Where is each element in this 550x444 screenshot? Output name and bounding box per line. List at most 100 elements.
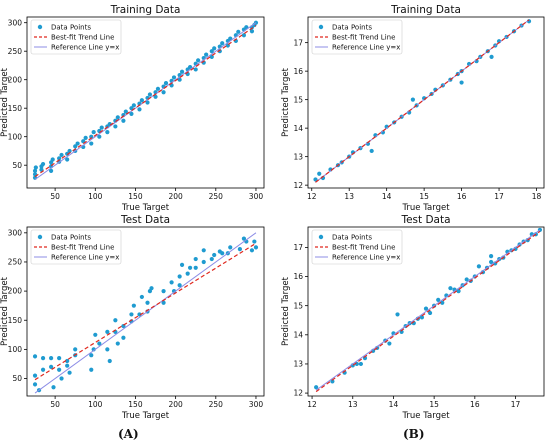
x-tick-label: 17 [511, 400, 521, 409]
data-point [464, 277, 469, 282]
legend: Data Points Best-fit Trend Line Reference … [311, 19, 403, 55]
data-point [177, 77, 182, 82]
y-tick-label: 100 [8, 345, 23, 354]
data-point [49, 356, 54, 361]
data-point [32, 382, 38, 387]
data-point [57, 356, 62, 361]
x-tick-label: 12 [307, 400, 317, 409]
y-tick-label: 13 [293, 360, 303, 369]
y-tick-label: 14 [293, 124, 303, 133]
data-point [49, 364, 54, 369]
x-tick-label: 250 [209, 192, 224, 201]
data-point [93, 332, 98, 337]
data-point [145, 100, 150, 105]
data-point [252, 239, 257, 244]
x-tick-label: 18 [532, 192, 542, 201]
x-tick-label: 150 [128, 400, 143, 409]
data-point [330, 379, 335, 384]
data-point [209, 256, 214, 262]
data-point [228, 245, 233, 250]
chart-B_train: Training Data 12 13 14 15 16 17 18 12 13 14 15 16 17 T… [281, 4, 545, 213]
legend-entry: Best-fit Trend Line [332, 34, 395, 42]
legend-entry: Data Points [51, 234, 91, 242]
plot-frame [26, 226, 265, 397]
data-point [50, 157, 55, 162]
data-point [249, 248, 255, 253]
data-point [129, 111, 134, 116]
data-point [129, 312, 134, 317]
data-point [427, 310, 433, 316]
legend-entry: Data Points [51, 24, 91, 32]
data-point [171, 75, 177, 80]
legend-entry: Data Points [332, 234, 372, 242]
data-point [65, 157, 70, 162]
data-point [113, 124, 118, 129]
data-point [249, 29, 255, 34]
legend: Data Points Best-fit Trend Line Reference … [30, 229, 122, 265]
data-point [131, 303, 136, 308]
y-tick-label: 250 [8, 47, 23, 56]
y-tick-label: 100 [8, 132, 23, 141]
y-tick-label: 16 [293, 67, 303, 76]
x-tick-label: 100 [88, 400, 103, 409]
data-point [91, 347, 96, 352]
y-tick-label: 250 [8, 258, 23, 267]
data-point [65, 151, 70, 156]
data-point [67, 148, 72, 154]
x-tick-label: 200 [168, 192, 183, 201]
y-tick-label: 150 [8, 316, 23, 325]
y-axis-label: Predicted Target [0, 67, 10, 137]
plot-frame [26, 16, 265, 189]
legend-box [30, 19, 122, 55]
y-tick-label: 14 [293, 330, 303, 339]
chart-A_test: Test Data 50 100 150 200 250 300 50 100 150 200 250… [0, 214, 265, 421]
y-tick-label: 12 [293, 389, 303, 398]
data-point [121, 335, 126, 340]
chart-title: Test Data [400, 214, 450, 226]
data-point [395, 312, 400, 317]
data-point [73, 347, 78, 352]
data-point [171, 289, 177, 294]
y-axis-label: Predicted Target [281, 276, 291, 346]
data-point [145, 300, 150, 305]
x-tick-label: 50 [50, 400, 60, 409]
x-tick-label: 300 [249, 192, 264, 201]
legend: Data Points Best-fit Trend Line Reference … [311, 229, 403, 265]
legend-marker-points [37, 234, 43, 240]
y-tick-label: 50 [12, 374, 22, 383]
x-tick-label: 300 [249, 400, 264, 409]
data-point [67, 370, 72, 375]
data-point [369, 148, 374, 154]
data-point [113, 318, 118, 323]
legend-box [311, 229, 403, 265]
data-point [489, 54, 494, 60]
x-axis-label: True Target [401, 411, 450, 421]
chart-title: Training Data [110, 4, 181, 16]
data-point [419, 315, 425, 320]
x-tick-label: 16 [457, 192, 467, 201]
data-point [137, 107, 142, 112]
x-tick-label: 14 [382, 192, 392, 201]
chart-A_train: Training Data 50 100 150 200 250 300 50 100 150 20… [0, 4, 265, 213]
x-tick-label: 17 [494, 192, 504, 201]
x-tick-label: 13 [348, 400, 358, 409]
x-axis-label: True Target [121, 203, 170, 213]
y-axis-label: Predicted Target [0, 276, 10, 346]
data-point [115, 115, 120, 120]
y-tick-label: 300 [8, 18, 23, 27]
x-tick-label: 13 [344, 192, 354, 201]
data-point [489, 254, 494, 259]
x-tick-label: 14 [389, 400, 399, 409]
data-point [440, 300, 445, 305]
data-point [155, 86, 161, 91]
legend-entry: Reference Line y=x [332, 254, 400, 262]
data-point [147, 92, 153, 97]
data-point [105, 347, 110, 352]
y-tick-label: 50 [12, 161, 22, 170]
data-point [121, 118, 126, 123]
data-point [456, 289, 461, 294]
chart-B_test: Test Data 12 13 14 15 16 17 12 13 14 15 16 17 True Ta… [281, 214, 545, 421]
data-point [423, 306, 429, 311]
data-point [314, 385, 319, 390]
